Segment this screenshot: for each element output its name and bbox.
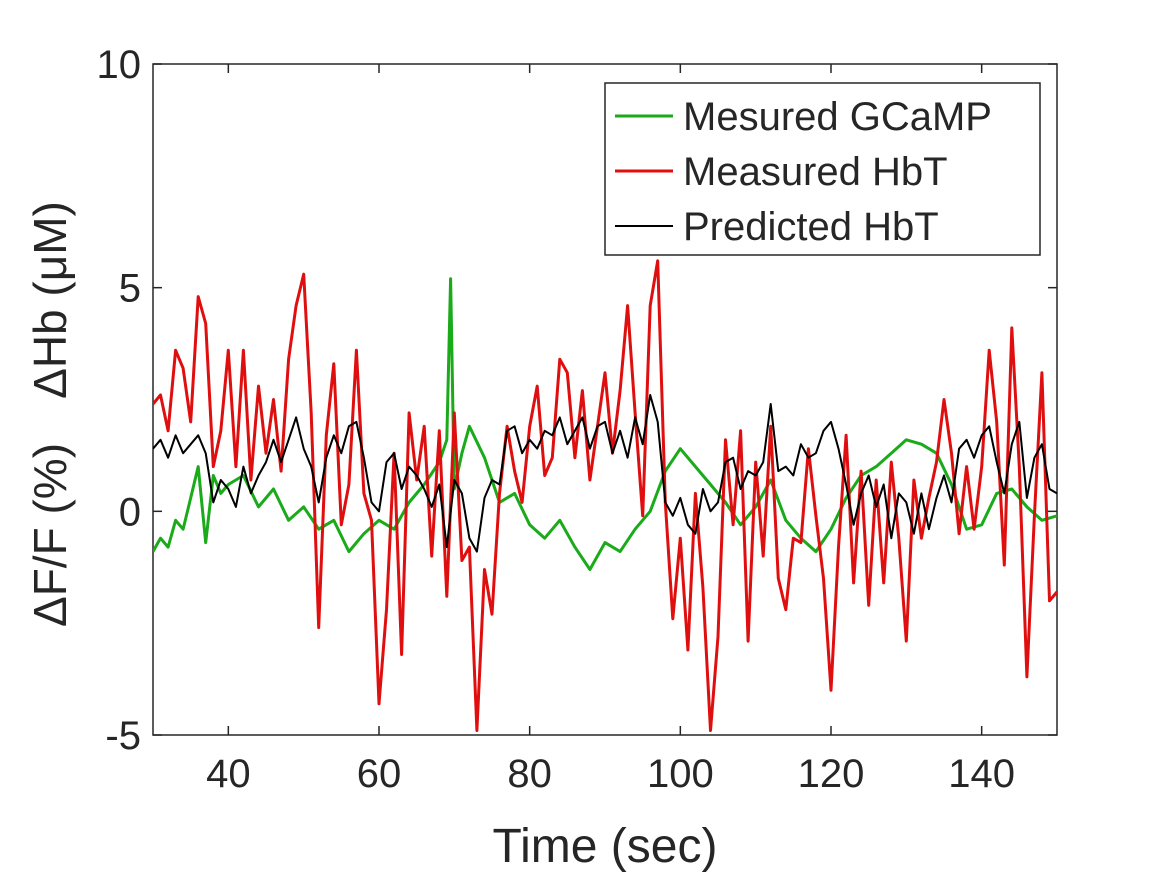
y-axis-label-group: ΔHb (μM) ΔF/F (%) xyxy=(24,201,76,627)
x-axis-label: Time (sec) xyxy=(493,820,718,873)
legend-entry: Mesured GCaMP xyxy=(683,95,992,139)
tick-layer: 40 60 80 100 120 140 -5 0 5 10 xyxy=(97,43,1057,796)
legend: Mesured GCaMP Measured HbT Predicted HbT xyxy=(604,82,1041,256)
y-tick-label: 5 xyxy=(119,267,141,311)
y-axis-label-bottom: ΔF/F (%) xyxy=(24,443,76,627)
legend-box xyxy=(604,82,1041,256)
y-tick-label: 10 xyxy=(97,43,142,87)
x-tick-label: 80 xyxy=(507,752,552,796)
y-tick-label: 0 xyxy=(119,490,141,534)
x-tick-label: 40 xyxy=(206,752,251,796)
y-tick-label: -5 xyxy=(105,714,141,758)
legend-entry: Measured HbT xyxy=(683,150,948,194)
x-tick-label: 100 xyxy=(647,752,714,796)
series-line-predicted-hbt xyxy=(153,394,1057,553)
x-tick-label: 140 xyxy=(948,752,1015,796)
y-axis-label-top: ΔHb (μM) xyxy=(24,201,76,399)
series-line-measured-hbt xyxy=(153,259,1057,732)
x-tick-label: 60 xyxy=(357,752,402,796)
series-layer xyxy=(153,259,1057,732)
x-tick-label: 120 xyxy=(798,752,865,796)
legend-entry: Predicted HbT xyxy=(683,205,939,249)
